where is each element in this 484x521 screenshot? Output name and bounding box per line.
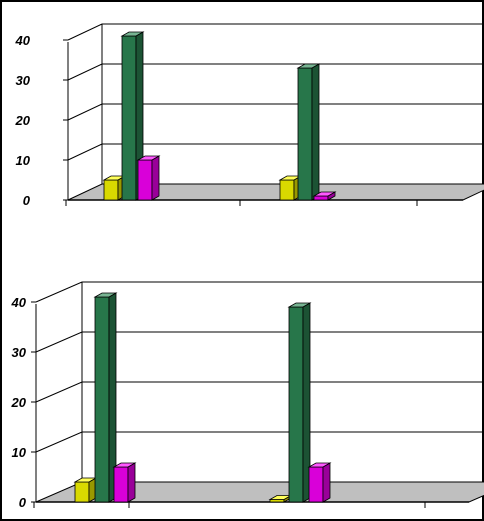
bar-magenta-cat1	[136, 155, 161, 201]
y-tick-label: 0	[19, 495, 27, 510]
bar-magenta-cat2	[307, 462, 332, 503]
gridline	[35, 331, 484, 353]
y-tick-label: 20	[15, 113, 31, 128]
bar-green-cat2	[296, 63, 321, 201]
chart-panel-1: 0 10 20 30 40	[15, 23, 484, 208]
y-tick-label: 10	[12, 445, 27, 460]
bar-green-cat2	[287, 302, 312, 503]
gridline	[35, 281, 484, 303]
bar-magenta-cat1	[112, 462, 137, 503]
bar-yellow-cat1	[73, 477, 98, 503]
y-tick-label: 40	[15, 33, 31, 48]
gridline	[67, 143, 484, 161]
gridline	[67, 23, 484, 41]
chart-panel-2: 0 10 20 30 40	[11, 281, 484, 510]
y-tick-label: 20	[11, 395, 27, 410]
y-tick-label: 0	[23, 193, 31, 208]
bar-green-cat1	[93, 292, 118, 503]
gridline	[67, 103, 484, 121]
y-tick-label: 40	[11, 295, 27, 310]
y-tick-label: 30	[12, 345, 27, 360]
gridline	[35, 431, 484, 453]
y-tick-label: 10	[16, 153, 31, 168]
gridline	[67, 63, 484, 81]
y-tick-label: 30	[16, 73, 31, 88]
gridline	[35, 381, 484, 403]
bar-magenta-cat2	[312, 191, 337, 201]
